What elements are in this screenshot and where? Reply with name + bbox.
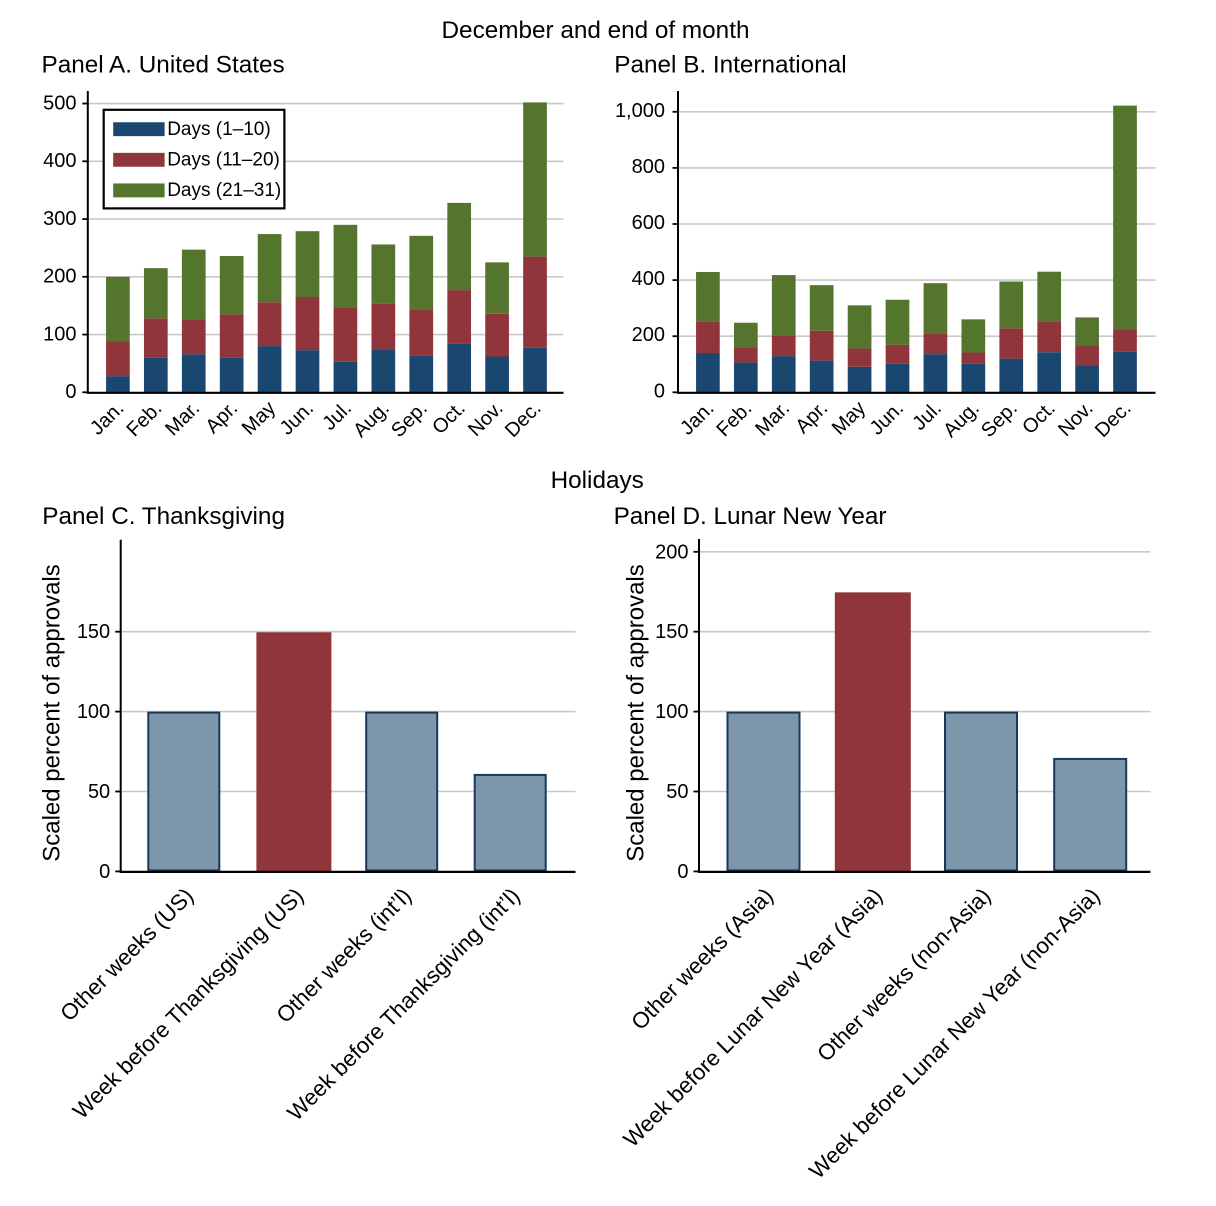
svg-text:Panel A. United States: Panel A. United States — [42, 52, 285, 79]
svg-text:400: 400 — [43, 150, 76, 172]
svg-text:100: 100 — [77, 701, 110, 723]
svg-text:150: 150 — [77, 621, 110, 643]
svg-text:50: 50 — [666, 781, 688, 803]
svg-text:Holidays: Holidays — [551, 467, 644, 494]
svg-text:200: 200 — [632, 324, 665, 346]
svg-text:Days (1–10): Days (1–10) — [167, 119, 271, 140]
svg-text:0: 0 — [65, 381, 76, 403]
svg-text:Panel C. Thanksgiving: Panel C. Thanksgiving — [42, 503, 285, 530]
svg-text:200: 200 — [655, 541, 688, 563]
svg-text:200: 200 — [43, 266, 76, 288]
svg-text:0: 0 — [677, 861, 688, 883]
svg-text:Panel B. International: Panel B. International — [614, 52, 846, 79]
svg-text:100: 100 — [43, 323, 76, 345]
svg-text:150: 150 — [655, 621, 688, 643]
svg-text:Days (11–20): Days (11–20) — [167, 149, 280, 170]
svg-text:400: 400 — [632, 268, 665, 290]
svg-text:500: 500 — [43, 93, 76, 115]
svg-text:100: 100 — [655, 701, 688, 723]
svg-text:800: 800 — [632, 156, 665, 178]
svg-text:0: 0 — [99, 861, 110, 883]
svg-text:Panel D. Lunar New Year: Panel D. Lunar New Year — [614, 503, 887, 530]
svg-text:Scaled percent of approvals: Scaled percent of approvals — [39, 564, 66, 862]
svg-text:300: 300 — [43, 208, 76, 230]
svg-text:50: 50 — [88, 781, 110, 803]
svg-text:1,000: 1,000 — [615, 100, 665, 122]
svg-text:600: 600 — [632, 212, 665, 234]
svg-text:December and end of month: December and end of month — [442, 17, 750, 44]
svg-text:0: 0 — [654, 380, 665, 402]
svg-text:Scaled percent of approvals: Scaled percent of approvals — [623, 564, 650, 862]
svg-text:Days (21–31): Days (21–31) — [167, 180, 281, 201]
